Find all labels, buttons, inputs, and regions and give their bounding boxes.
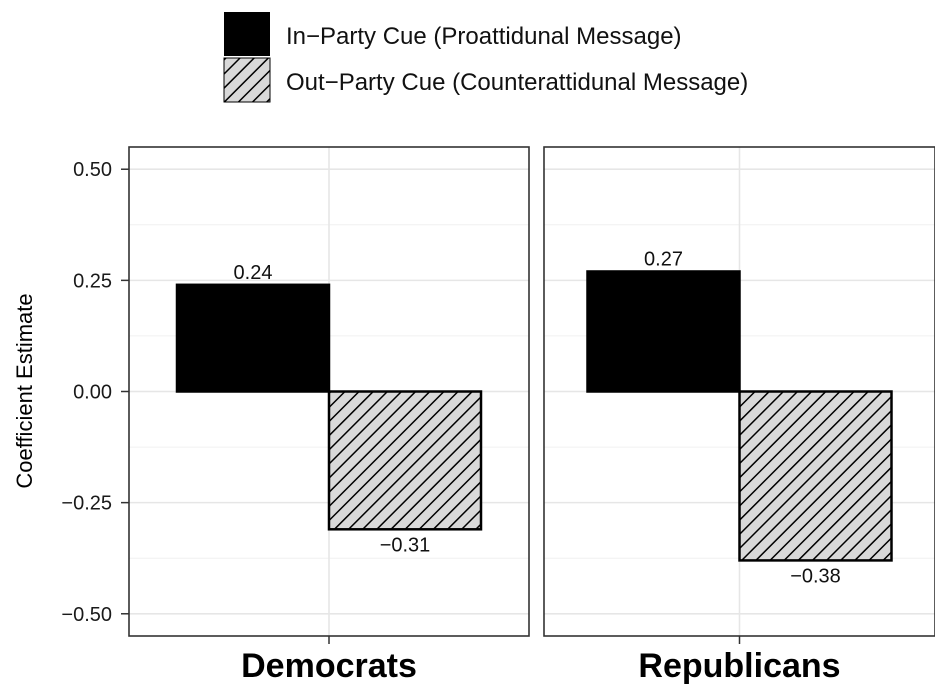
panel-republicans: 0.27 −0.38 Republicans [543, 146, 935, 685]
data-label: 0.24 [234, 262, 273, 284]
legend-key-in-party [224, 12, 270, 56]
y-tick-label: 0.25 [73, 270, 112, 292]
legend-label-in-party: In−Party Cue (Proattidunal Message) [286, 23, 682, 50]
legend: In−Party Cue (Proattidunal Message) Out−… [223, 12, 748, 103]
x-category-label: Democrats [241, 647, 417, 684]
legend-key-out-party [223, 57, 271, 103]
y-tick-label: −0.25 [61, 493, 112, 515]
legend-label-out-party: Out−Party Cue (Counterattidunal Message) [286, 69, 748, 96]
y-tick-label: 0.50 [73, 159, 112, 181]
y-axis: 0.50 0.25 0.00 −0.25 −0.50 [61, 159, 129, 626]
bar-out-party-republicans [738, 390, 893, 562]
data-label: 0.27 [644, 248, 683, 270]
y-tick-label: −0.50 [61, 604, 112, 626]
bar-in-party-democrats [175, 283, 331, 393]
bar-out-party-democrats [327, 390, 483, 531]
panel-democrats: 0.24 −0.31 Democrats [128, 146, 530, 685]
x-category-label: Republicans [638, 647, 840, 684]
data-label: −0.38 [790, 565, 841, 587]
y-axis-title: Coefficient Estimate [12, 293, 37, 488]
data-label: −0.31 [380, 534, 431, 556]
y-tick-label: 0.00 [73, 382, 112, 404]
bar-in-party-republicans [586, 270, 741, 393]
